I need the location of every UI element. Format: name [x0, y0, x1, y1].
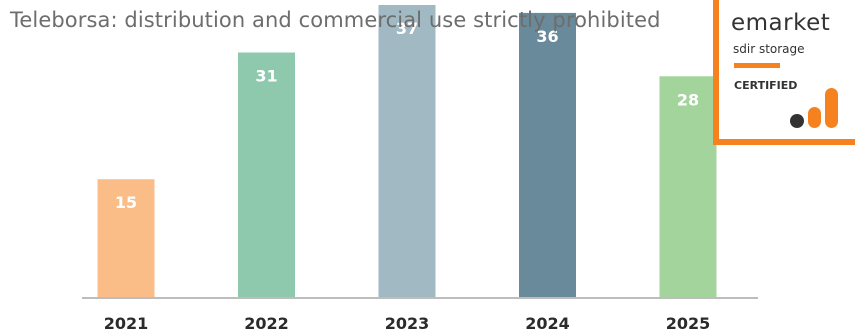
bar-2025: [659, 76, 717, 299]
chart-bars: 15 31 37 36 28: [97, 5, 717, 299]
bar-value-label-2022: 31: [255, 67, 277, 86]
badge-divider: [734, 63, 780, 68]
x-tick-label-2025: 2025: [666, 314, 711, 333]
x-axis-tick-labels: 2021 2022 2023 2024 2025: [104, 314, 711, 333]
bar-2024: [519, 12, 576, 299]
x-tick-label-2023: 2023: [385, 314, 430, 333]
bar-value-label-2023: 37: [396, 19, 418, 38]
badge-brand-name: emarket: [731, 10, 831, 36]
x-tick-label-2022: 2022: [244, 314, 289, 333]
bar-value-label-2024: 36: [536, 27, 558, 46]
badge-certified-label: CERTIFIED: [734, 79, 798, 92]
bar-2023: [378, 5, 436, 298]
bar-value-label-2025: 28: [677, 90, 699, 109]
watermark-text: Teleborsa: distribution and commercial u…: [10, 8, 661, 32]
bar-2021: [97, 179, 155, 298]
signal-bars-icon: [790, 88, 838, 128]
bar-2022: [238, 52, 295, 298]
emarket-storage-badge: emarket sdir storage CERTIFIED: [713, 0, 855, 145]
bar-value-label-2021: 15: [115, 193, 137, 212]
x-tick-label-2021: 2021: [104, 314, 149, 333]
x-tick-label-2024: 2024: [525, 314, 570, 333]
badge-subtitle: sdir storage: [733, 42, 805, 56]
